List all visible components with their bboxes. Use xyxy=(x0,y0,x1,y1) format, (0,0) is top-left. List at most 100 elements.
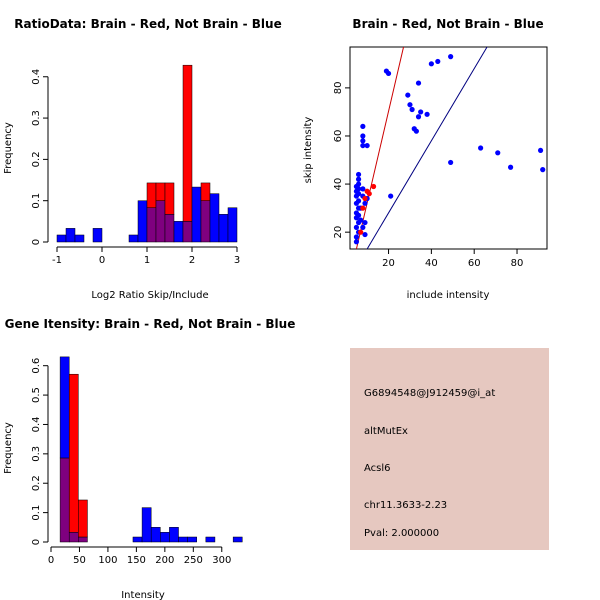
ratio-bar-not-brain xyxy=(128,234,139,243)
scatter-point-not-brain xyxy=(360,123,366,129)
intensity-histogram: Gene Itensity: Brain - Red, Not Brain - … xyxy=(3,317,295,600)
intensity-bar-not-brain xyxy=(150,527,161,543)
scatter-x-tick-label: 20 xyxy=(382,258,395,269)
ratio-bar-not-brain xyxy=(56,234,67,243)
scatter-point-not-brain xyxy=(353,224,360,230)
scatter-point-brain xyxy=(366,191,372,197)
ratio-y-tick-label: 0.2 xyxy=(31,151,42,167)
intensity-x-tick-label: 300 xyxy=(212,555,231,566)
scatter-point-not-brain xyxy=(362,200,368,206)
intensity-bar-overlap xyxy=(59,457,70,543)
scatter-point-not-brain xyxy=(540,167,546,173)
scatter-point-not-brain xyxy=(428,61,434,67)
intensity-y-tick-label: 0.6 xyxy=(31,358,42,374)
scatter-point-not-brain xyxy=(360,224,366,230)
scatter-point-not-brain xyxy=(448,159,454,166)
ratio-x-tick-label: 0 xyxy=(99,255,105,266)
intensity-y-tick-label: 0 xyxy=(31,539,42,545)
intensity-bar-not-brain xyxy=(160,532,170,543)
ratio-histogram: RatioData: Brain - Red, Not Brain - Blue… xyxy=(3,17,282,301)
scatter-point-not-brain xyxy=(415,80,422,86)
scatter-point-not-brain xyxy=(355,176,362,182)
scatter-point-not-brain xyxy=(413,128,419,134)
info-panel-background xyxy=(350,348,549,550)
intensity-x-tick-label: 250 xyxy=(184,555,203,566)
scatter-point-not-brain xyxy=(435,58,441,65)
intensity-bar-not-brain xyxy=(169,527,179,543)
scatter-point-not-brain xyxy=(360,142,366,149)
scatter-point-not-brain xyxy=(537,147,544,154)
ratio-bar-not-brain xyxy=(92,228,103,243)
scatter-point-not-brain xyxy=(388,193,394,199)
ratio-bar-not-brain xyxy=(191,186,202,243)
scatter-point-brain xyxy=(362,195,368,202)
scatter-ylabel: skip intensity xyxy=(303,117,314,184)
scatter-point-not-brain xyxy=(362,219,368,226)
scatter-point-not-brain xyxy=(360,186,366,192)
scatter-point-not-brain xyxy=(355,181,362,187)
ratio-bar-not-brain xyxy=(218,214,229,243)
scatter-point-not-brain xyxy=(407,102,413,108)
scatter-point-not-brain xyxy=(358,217,364,223)
scatter-point-not-brain xyxy=(385,70,392,77)
scatter-y-tick-label: 60 xyxy=(333,130,344,143)
scatter-point-not-brain xyxy=(353,234,360,240)
ratio-bar-brain xyxy=(182,64,193,222)
intensity-x-tick-label: 100 xyxy=(98,555,117,566)
event-type-text: altMutEx xyxy=(364,426,408,437)
ratio-bar-brain xyxy=(155,182,166,201)
ratio-x-tick-label: 1 xyxy=(144,255,150,266)
intensity-y-tick-label: 0.5 xyxy=(31,387,42,403)
ratio-bar-overlap xyxy=(155,200,166,243)
intensity-bar-not-brain xyxy=(141,507,152,543)
pval-text: Pval: 2.000000 xyxy=(364,528,439,539)
scatter-point-not-brain xyxy=(418,109,424,115)
ratio-bar-overlap xyxy=(164,214,175,243)
location-text: chr11.3633-2.23 xyxy=(364,500,447,511)
scatter-point-not-brain xyxy=(353,210,360,216)
scatter-point-not-brain xyxy=(478,145,484,151)
scatter-point-not-brain xyxy=(405,92,411,98)
ratio-bar-not-brain xyxy=(209,193,220,243)
scatter-title: Brain - Red, Not Brain - Blue xyxy=(352,17,543,31)
intensity-histogram-xlabel: Intensity xyxy=(121,590,165,600)
gene-name-text: Acsl6 xyxy=(364,463,391,474)
ratio-y-tick-label: 0 xyxy=(31,239,42,245)
scatter-point-not-brain xyxy=(424,111,430,117)
scatter-point-not-brain xyxy=(362,231,368,238)
scatter-point-not-brain xyxy=(448,54,454,60)
scatter-point-not-brain xyxy=(355,171,362,178)
ratio-bar-brain xyxy=(164,182,175,215)
ratio-bar-not-brain xyxy=(137,200,148,243)
scatter-point-brain xyxy=(360,205,366,211)
intensity-bar-not-brain xyxy=(205,536,216,543)
intensity-x-tick-label: 0 xyxy=(48,555,54,566)
intensity-bar-not-brain xyxy=(187,536,197,543)
intensity-histogram-title: Gene Itensity: Brain - Red, Not Brain - … xyxy=(5,317,296,331)
intensity-bar-brain xyxy=(68,373,79,533)
intensity-x-tick-label: 50 xyxy=(73,555,86,566)
intensity-y-tick-label: 0.1 xyxy=(31,505,42,521)
scatter-point-not-brain xyxy=(353,239,360,245)
scatter-reference-line xyxy=(366,47,488,249)
intensity-histogram-ylabel: Frequency xyxy=(3,422,14,474)
scatter-point-brain xyxy=(370,183,377,190)
intensity-y-tick-label: 0.2 xyxy=(31,475,42,491)
scatter-point-not-brain xyxy=(355,198,362,204)
intensity-x-tick-label: 200 xyxy=(155,555,174,566)
ratio-histogram-title: RatioData: Brain - Red, Not Brain - Blue xyxy=(14,17,281,31)
ratio-y-tick-label: 0.3 xyxy=(31,110,42,126)
ratio-bar-not-brain xyxy=(227,207,238,243)
ratio-histogram-xlabel: Log2 Ratio Skip/Include xyxy=(91,290,208,301)
scatter-y-tick-label: 40 xyxy=(333,178,344,191)
scatter-xlabel: include intensity xyxy=(407,290,490,301)
ratio-bar-not-brain xyxy=(74,234,85,243)
intensity-bar-overlap xyxy=(68,532,79,543)
scatter-reference-line xyxy=(355,47,405,249)
intensity-bar-not-brain xyxy=(178,536,188,543)
ratio-x-tick-label: 3 xyxy=(234,255,240,266)
intensity-bar-not-brain xyxy=(59,356,70,459)
ratio-y-tick-label: 0.1 xyxy=(31,193,42,209)
scatter-plot-box xyxy=(349,46,548,250)
ratio-x-tick-label: -1 xyxy=(52,255,62,266)
